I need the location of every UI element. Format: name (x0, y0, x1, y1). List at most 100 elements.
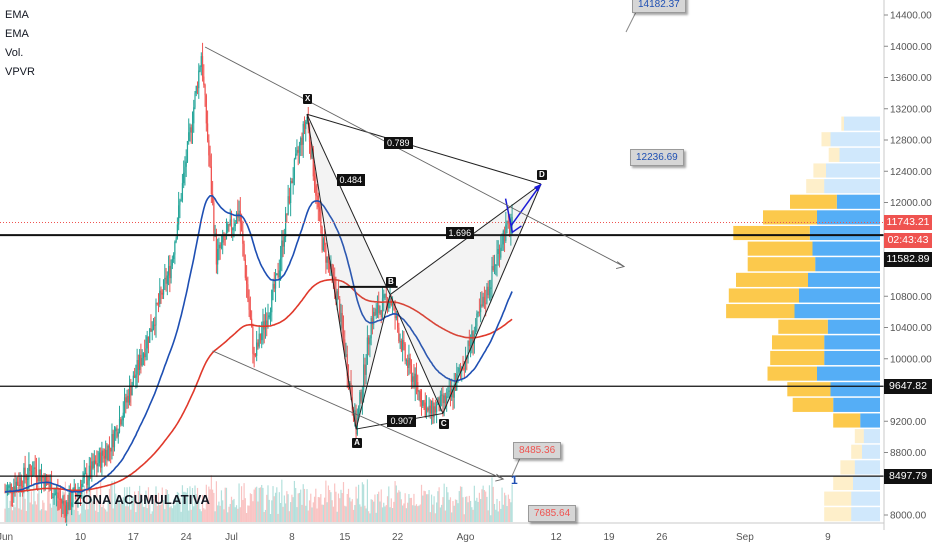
candle-body (288, 196, 290, 203)
candle-body (242, 230, 244, 244)
volume-bar (20, 509, 22, 522)
candle-body (420, 402, 423, 406)
candle-body (373, 311, 375, 325)
volume-bar (446, 486, 448, 522)
candle-body (331, 263, 333, 273)
candle-body (398, 327, 400, 342)
candle-body (434, 406, 436, 413)
candle-body (117, 432, 119, 437)
candle-body (59, 499, 61, 501)
candle-body (126, 395, 128, 403)
candle-body (73, 487, 75, 491)
volume-bar (346, 494, 348, 522)
volume-bar (186, 488, 189, 522)
price-tick-label: 9200.00 (890, 417, 927, 428)
volume-bar (209, 489, 211, 522)
vp-row-down (726, 304, 795, 319)
legend-vpvr[interactable]: VPVR (5, 66, 35, 78)
candle-body (183, 172, 185, 184)
volume-bar (252, 501, 254, 522)
volume-bar (268, 499, 270, 522)
candle-body (111, 434, 113, 452)
candle-body (283, 237, 285, 247)
legend-ema-1[interactable]: EMA (5, 9, 29, 21)
volume-bar (88, 488, 90, 522)
volume-bar (471, 507, 473, 522)
ratio-xd: 0.789 (384, 137, 413, 150)
vp-row-down (747, 241, 813, 256)
candle-body (68, 492, 70, 510)
candle-body (199, 67, 201, 71)
volume-bar (318, 497, 321, 522)
vp-row-down (770, 350, 825, 366)
candle-body (230, 219, 233, 231)
volume-bar (425, 494, 428, 522)
candle-body (58, 498, 60, 500)
ema-fast (5, 195, 513, 493)
vp-row-up (817, 210, 880, 225)
volume-bar (498, 501, 501, 522)
candle-body (302, 123, 304, 145)
volume-bar (505, 495, 507, 522)
volume-bar (394, 481, 396, 522)
volume-bar (116, 502, 118, 522)
volume-bar (32, 504, 34, 522)
volume-bar (157, 492, 160, 522)
volume-bars (4, 475, 513, 522)
candle-body (507, 221, 509, 224)
volume-bar (92, 501, 94, 522)
volume-bar (315, 488, 317, 522)
candle-body (282, 240, 284, 247)
volume-bar (179, 498, 181, 522)
candle-body (108, 445, 111, 448)
candle-body (480, 304, 482, 313)
volume-bar (364, 505, 366, 522)
volume-bar (388, 486, 390, 522)
vp-row-down (840, 460, 855, 475)
volume-bar (500, 508, 502, 522)
volume-bar (93, 497, 95, 522)
candle-body (160, 290, 162, 293)
candle-body (500, 247, 502, 258)
volume-bar (370, 499, 372, 522)
candle-body (271, 290, 273, 313)
volume-bar (217, 505, 219, 522)
volume-bar (156, 505, 158, 522)
candle-body (495, 264, 497, 266)
volume-bar (213, 492, 215, 522)
volume-bar (449, 497, 452, 522)
candle-body (481, 304, 483, 306)
volume-bar (155, 486, 157, 522)
candle-body (171, 259, 173, 266)
volume-bar (507, 494, 509, 522)
volume-bar (368, 511, 370, 522)
price-tick-label: 10800.00 (890, 292, 932, 303)
volume-bar (266, 494, 268, 522)
volume-bar (195, 494, 197, 522)
candle-body (97, 463, 99, 467)
candle-body (176, 224, 178, 239)
ratio-bd: 1.696 (445, 227, 475, 240)
legend-ema-2[interactable]: EMA (5, 28, 29, 40)
legend-volume[interactable]: Vol. (5, 47, 24, 59)
candle-body (118, 419, 121, 433)
candle-body (505, 224, 507, 241)
vp-row-up (862, 444, 880, 459)
time-tick-label: Sep (736, 532, 754, 543)
candle-body (9, 484, 11, 486)
volume-bar (84, 509, 87, 522)
candle-body (261, 333, 263, 341)
volume-bar (161, 487, 163, 522)
volume-bar (288, 511, 290, 522)
volume-bar (106, 511, 108, 522)
volume-bar (350, 501, 352, 522)
time-tick-label: 10 (75, 532, 87, 543)
volume-bar (257, 501, 259, 522)
candle-body (324, 238, 326, 246)
candle-body (116, 428, 118, 437)
volume-bar (330, 492, 332, 522)
candle-body (101, 450, 103, 468)
candle-body (365, 364, 367, 375)
volume-bar (149, 504, 151, 522)
